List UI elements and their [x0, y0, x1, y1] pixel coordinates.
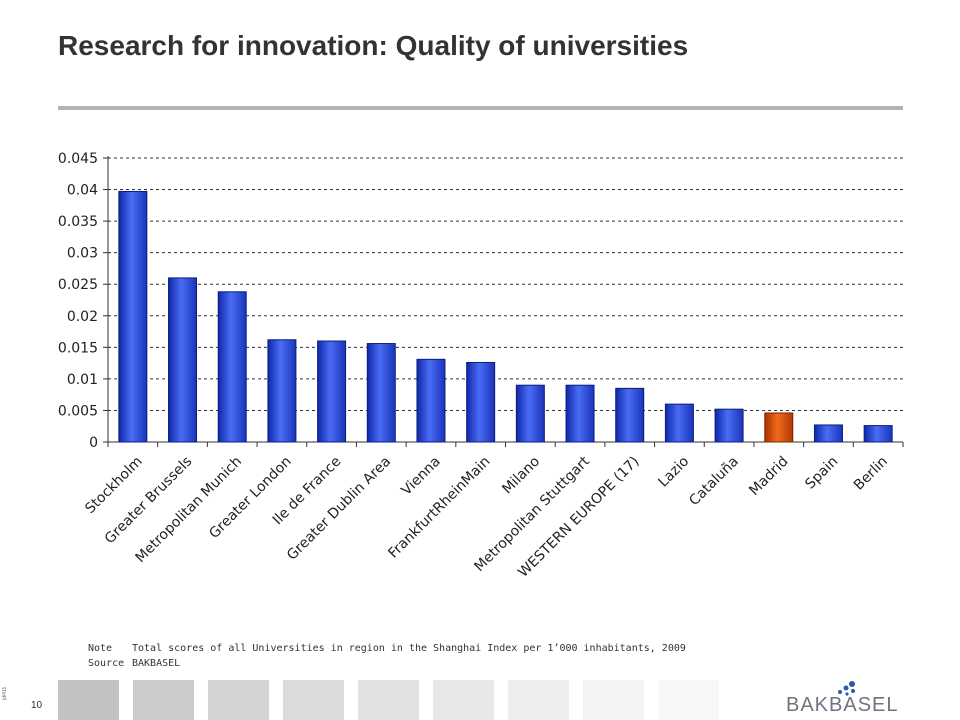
footer-tile [433, 680, 494, 720]
bar-madrid [764, 412, 794, 443]
x-tick-label: Berlin [851, 454, 891, 494]
company-logo: BAKBASEL [786, 678, 906, 716]
footer-tile [133, 680, 194, 720]
footnotes: Note Total scores of all Universities in… [88, 641, 686, 671]
note-text: Total scores of all Universities in regi… [132, 643, 686, 654]
page-id: jd/411 [2, 686, 8, 700]
footer-tile [658, 680, 719, 720]
y-tick-label: 0.02 [67, 309, 98, 325]
logo-dots-icon [838, 681, 855, 696]
bar-metropolitan-munich [217, 291, 247, 443]
y-tick-label: 0.035 [58, 214, 98, 230]
bar-greater-london [267, 339, 297, 443]
footer-tile [208, 680, 269, 720]
bars [118, 190, 893, 443]
x-tick-label: Milano [499, 454, 543, 498]
footer-tile [508, 680, 569, 720]
note-label: Note [88, 643, 113, 654]
page-title: Research for innovation: Quality of univ… [58, 30, 689, 61]
source-text: BAKBASEL [132, 658, 181, 669]
bar-metropolitan-stuttgart [565, 384, 595, 443]
y-tick-label: 0.045 [58, 151, 98, 167]
bar-lazio [664, 403, 694, 443]
y-tick-label: 0.04 [67, 183, 98, 199]
bar-greater-brussels [168, 277, 198, 443]
bar-spain [813, 424, 843, 443]
bar-chart: 0 0.005 0.01 0.015 0.02 0.025 0.03 0.035 0.04 0.0… [58, 151, 904, 581]
footer-tile [358, 680, 419, 720]
y-tick-label: 0.005 [58, 403, 98, 419]
x-tick-label: Vienna [398, 454, 443, 499]
logo-text: BAKBASEL [786, 694, 899, 716]
y-tick-label: 0.025 [58, 277, 98, 293]
y-tick-label: 0 [89, 435, 98, 451]
bar-greater-dublin-area [366, 343, 396, 443]
footer-tile [58, 680, 119, 720]
x-tick-label: Cataluña [686, 454, 742, 510]
footer-tile [283, 680, 344, 720]
bar-western-europe-17 [615, 387, 645, 443]
y-tick-label: 0.03 [67, 246, 98, 262]
footer-tiles [58, 680, 733, 720]
x-tick-label: Spain [802, 454, 841, 493]
page-number: 10 [31, 700, 43, 711]
bar-vienna [416, 358, 446, 443]
bar-catalu-a [714, 408, 744, 443]
x-tick-label: Madrid [746, 454, 791, 499]
y-tick-label: 0.015 [58, 340, 98, 356]
x-tick-label: Greater Brussels [102, 454, 196, 548]
source-label: Source [88, 658, 125, 669]
bar-ile-de-france [317, 340, 347, 443]
bar-frankfurtrheinmain [466, 361, 496, 443]
bar-berlin [863, 425, 893, 443]
x-tick-label: Lazio [655, 454, 692, 491]
bar-milano [515, 384, 545, 443]
bar-stockholm [118, 190, 148, 443]
y-tick-label: 0.01 [67, 372, 98, 388]
title-divider [58, 106, 903, 110]
footer-tile [583, 680, 644, 720]
x-tick-label: FrankfurtRheinMain [385, 454, 493, 562]
